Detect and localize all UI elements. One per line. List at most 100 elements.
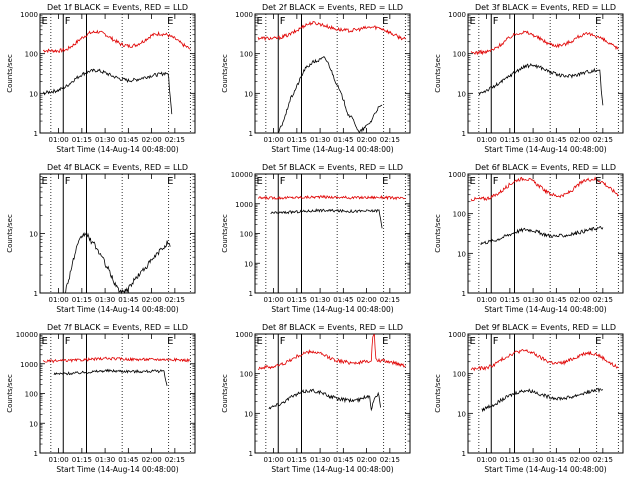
lld-series-line [470,30,619,56]
x-tick-label: 01:30 [310,136,330,144]
phase-marker-label: E [382,176,388,187]
plot-frame [254,333,411,454]
y-tick-label: 100 [240,51,253,59]
x-tick-label: 01:45 [333,456,353,464]
y-tick-label: 1 [249,290,253,298]
phase-marker-label: F [493,336,499,347]
y-axis-label: Counts/sec [6,214,14,253]
x-tick-label: 02:00 [570,136,590,144]
phase-marker-label: E [167,336,173,347]
y-axis-label: Counts/sec [221,214,229,253]
phase-marker-label: E [42,176,48,187]
phase-marker-label: E [257,176,263,187]
panel-title: Det 3f BLACK = Events, RED = LLD [475,3,616,12]
y-tick-label: 1 [462,130,466,138]
y-axis-label: Counts/sec [221,374,229,413]
x-tick-label: 01:15 [500,136,520,144]
x-tick-label: 02:00 [142,456,162,464]
phase-marker-label: F [280,336,286,347]
y-tick-label: 10000 [231,171,253,179]
x-tick-label: 01:30 [95,136,115,144]
x-tick-label: 01:30 [523,296,543,304]
events-series-line [64,232,171,295]
y-tick-label: 1000 [235,331,253,339]
x-tick-label: 01:45 [333,136,353,144]
x-tick-label: 01:30 [95,296,115,304]
x-tick-label: 02:00 [570,456,590,464]
panel-title: Det 6f BLACK = Events, RED = LLD [475,163,616,172]
lld-series-line [42,356,191,364]
panel-6: Det 6f BLACK = Events, RED = LLD Counts/s… [434,163,624,314]
x-tick-label: 01:15 [287,296,307,304]
y-tick-label: 10000 [16,331,38,339]
x-tick-label: 01:15 [72,136,92,144]
y-tick-label: 1000 [448,11,466,19]
lld-series-line [470,348,619,372]
x-tick-label: 01:30 [310,456,330,464]
lld-series-line [470,176,619,202]
plot-frame [39,13,196,134]
phase-marker-label: E [470,336,476,347]
panel-3: Det 3f BLACK = Events, RED = LLD Counts/s… [434,3,624,154]
x-tick-label: 01:45 [546,456,566,464]
x-tick-label: 02:15 [380,136,400,144]
x-axis-label: Start Time (14-Aug-14 00:48:00) [56,305,178,314]
lld-series-line [42,29,191,54]
phase-marker-label: E [167,176,173,187]
x-tick-label: 02:00 [357,296,377,304]
x-axis-label: Start Time (14-Aug-14 00:48:00) [56,145,178,154]
panel-4: Det 4f BLACK = Events, RED = LLD Counts/s… [6,163,196,314]
x-tick-label: 02:00 [142,136,162,144]
phase-marker-label: E [382,16,388,27]
panel-7: Det 7f BLACK = Events, RED = LLD Counts/s… [6,323,196,474]
panel-5: Det 5f BLACK = Events, RED = LLD Counts/s… [221,163,411,314]
x-tick-label: 01:30 [310,296,330,304]
lld-series-line [257,20,406,42]
events-series-line [268,388,381,412]
x-tick-label: 01:15 [500,296,520,304]
x-tick-label: 01:00 [264,136,284,144]
events-series-line [270,208,383,229]
panel-title: Det 1f BLACK = Events, RED = LLD [47,3,188,12]
x-tick-label: 02:00 [142,296,162,304]
phase-marker-label: E [257,16,263,27]
x-tick-label: 01:45 [546,136,566,144]
phase-marker-label: E [595,176,601,187]
y-tick-label: 1 [34,450,38,458]
phase-marker-label: F [65,16,71,27]
y-tick-label: 100 [240,231,253,239]
x-tick-label: 01:00 [264,296,284,304]
lld-series-line [257,194,406,201]
x-tick-label: 02:00 [570,296,590,304]
y-axis-label: Counts/sec [221,54,229,93]
phase-marker-label: E [42,336,48,347]
phase-marker-label: F [65,336,71,347]
y-tick-label: 1 [34,130,38,138]
x-axis-label: Start Time (14-Aug-14 00:48:00) [484,465,606,474]
x-tick-label: 02:15 [380,456,400,464]
events-series-line [278,56,383,133]
y-tick-label: 1000 [20,361,38,369]
x-axis-label: Start Time (14-Aug-14 00:48:00) [484,305,606,314]
phase-marker-label: E [167,16,173,27]
x-tick-label: 01:30 [523,136,543,144]
y-tick-label: 1 [249,130,253,138]
x-tick-label: 01:00 [477,456,497,464]
x-axis-label: Start Time (14-Aug-14 00:48:00) [484,145,606,154]
x-tick-label: 01:45 [333,296,353,304]
x-axis-label: Start Time (14-Aug-14 00:48:00) [56,465,178,474]
events-series-line [478,62,604,106]
y-axis-label: Counts/sec [434,374,442,413]
panel-1: Det 1f BLACK = Events, RED = LLD Counts/s… [6,3,196,154]
phase-marker-label: E [595,336,601,347]
x-tick-label: 01:45 [546,296,566,304]
y-tick-label: 1 [462,450,466,458]
y-tick-label: 100 [453,371,466,379]
y-tick-label: 10 [29,90,38,98]
x-tick-label: 01:30 [95,456,115,464]
y-tick-label: 100 [25,391,38,399]
y-axis-label: Counts/sec [6,374,14,413]
panel-title: Det 2f BLACK = Events, RED = LLD [262,3,403,12]
phase-marker-label: F [493,176,499,187]
